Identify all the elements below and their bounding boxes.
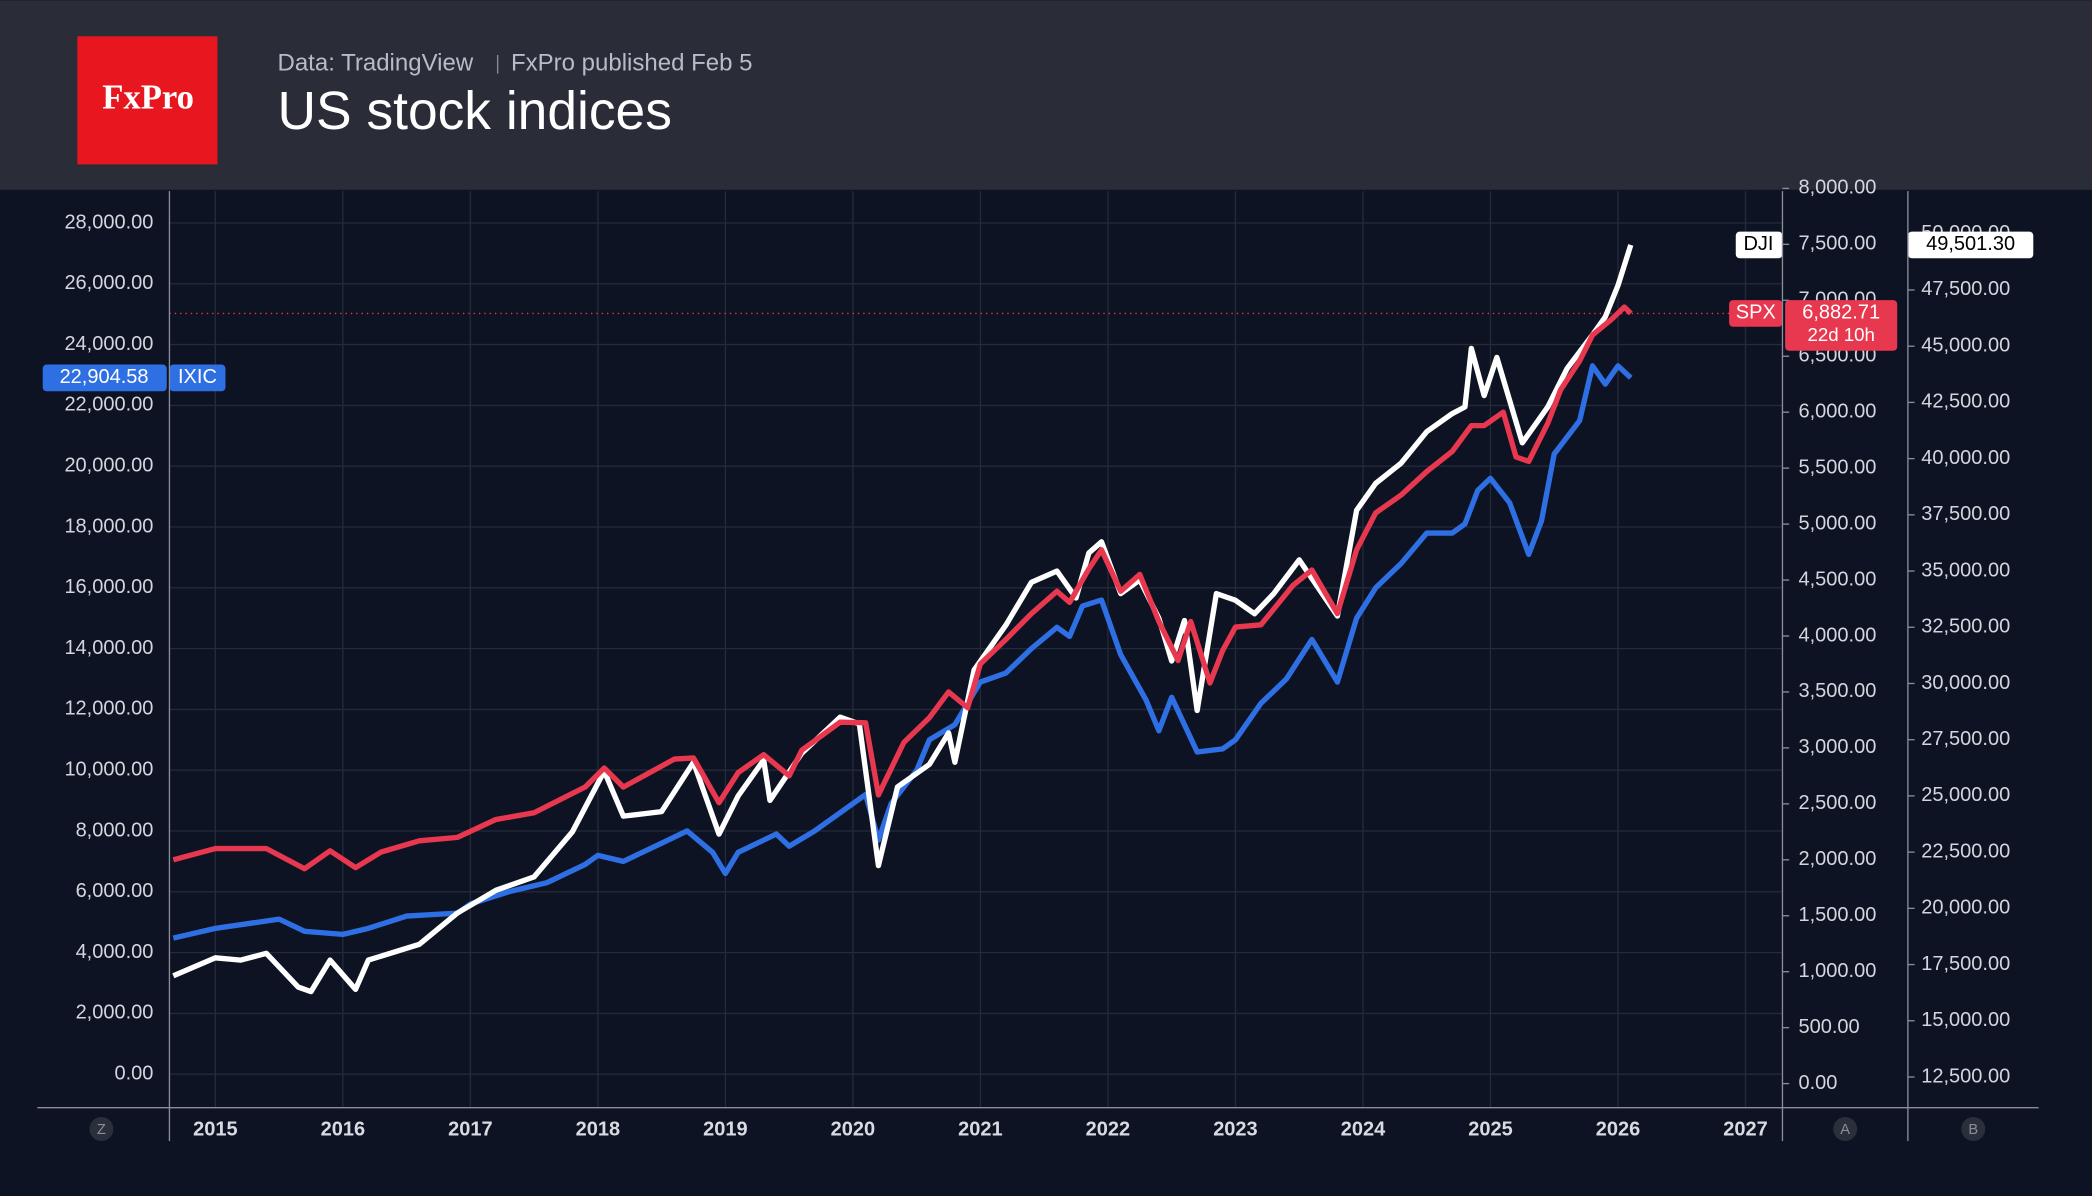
series-name-box [1735,231,1783,259]
y-tick-label: 12,000.00 [64,698,153,720]
x-tick-label: 2018 [576,1119,621,1141]
y2-tick-label: 2,500.00 [1798,792,1876,814]
header [0,0,2092,190]
last-value: 6,882.71 [1802,302,1880,324]
y2-tick-label: 0.00 [1798,1072,1837,1094]
logo [77,36,218,165]
y2-tick-label: 1,000.00 [1798,960,1876,982]
y2-tick-label: 3,000.00 [1798,736,1876,758]
y-tick-label: 18,000.00 [64,515,153,537]
series-line [172,363,1633,941]
source: Data: TradingView [278,50,474,77]
lines [172,244,1634,995]
series-name: SPX [1736,302,1776,324]
y2-tick-label: 5,000.00 [1798,512,1876,534]
y3-tick-label: 40,000.00 [1921,447,2010,469]
last-value: 22,904.58 [60,366,149,388]
x-tick-label: 2019 [703,1119,747,1141]
y3-tick-label: 17,500.00 [1921,953,2010,975]
y-tick-label: 0.00 [114,1062,153,1084]
y-tick-label: 20,000.00 [64,454,153,476]
y3-tick-label: 22,500.00 [1921,840,2010,862]
x-tick-label: 2025 [1468,1119,1513,1141]
last-value-box [1785,300,1898,351]
x-tick-label: 2016 [321,1119,366,1141]
axis-name: Z [97,1122,106,1138]
x-tick-label: 2017 [448,1119,493,1141]
y-tick-label: 28,000.00 [64,211,153,233]
labels: 0.00 2,000.00 4,000.00 6,000.00 8,000.00 10,0… [42,177,2034,1142]
series-name-box [1729,300,1783,327]
y-tick-label: 16,000.00 [64,576,153,598]
y3-tick-label: 45,000.00 [1921,334,2010,356]
y2-tick-label: 5,500.00 [1798,456,1876,478]
last-value-box [1907,231,2034,259]
x-tick-label: 2015 [193,1119,238,1141]
series-line [172,304,1633,872]
y-tick-label: 4,000.00 [76,941,154,963]
x-tick-label: 2021 [958,1119,1003,1141]
y2-tick-label: 4,500.00 [1798,568,1876,590]
y-tick-label: 14,000.00 [64,637,153,659]
x-tick-label: 2024 [1341,1119,1386,1141]
chart-title: US stock indices [278,82,672,141]
y3-tick-label: 27,500.00 [1921,728,2010,750]
y2-tick-label: 2,000.00 [1798,848,1876,870]
axis-name: A [1840,1122,1850,1138]
axis-badge [89,1116,114,1142]
y3-tick-label: 25,000.00 [1921,784,2010,806]
axis-badge [1961,1116,1986,1142]
y2-tick-label: 500.00 [1798,1016,1859,1038]
y3-tick-label: 47,500.00 [1921,278,2010,300]
y2-tick-label: 1,500.00 [1798,904,1876,926]
countdown: 22d 10h [1807,324,1874,345]
x-tick-label: 2026 [1596,1119,1641,1141]
last-value-box [42,364,167,392]
y-tick-label: 2,000.00 [76,1002,154,1024]
y3-tick-label: 35,000.00 [1921,559,2010,581]
y3-tick-label: 37,500.00 [1921,503,2010,525]
published: FxPro published Feb 5 [511,50,752,77]
y3-tick-label: 20,000.00 [1921,897,2010,919]
y2-tick-label: 8,000.00 [1798,177,1876,199]
series-name: DJI [1743,233,1773,255]
x-tick-label: 2022 [1086,1119,1131,1141]
y2-tick-label: 6,000.00 [1798,400,1876,422]
y3-tick-label: 30,000.00 [1921,672,2010,694]
y-tick-label: 8,000.00 [76,819,154,841]
y2-tick-label: 7,500.00 [1798,233,1876,255]
y-tick-label: 22,000.00 [64,394,153,416]
y3-tick-label: 32,500.00 [1921,616,2010,638]
logo-text: FxPro [102,77,194,116]
series-name-box [169,364,226,392]
y-tick-label: 24,000.00 [64,333,153,355]
y-tick-label: 26,000.00 [64,272,153,294]
y2-tick-label: 3,500.00 [1798,680,1876,702]
y3-tick-label: 15,000.00 [1921,1009,2010,1031]
y3-tick-label: 42,500.00 [1921,391,2010,413]
x-tick-label: 2020 [831,1119,876,1141]
y3-tick-label: 12,500.00 [1921,1065,2010,1087]
axis-name: B [1968,1122,1978,1138]
series-name: IXIC [178,366,217,388]
last-value: 49,501.30 [1926,233,2015,255]
y2-tick-label: 4,000.00 [1798,624,1876,646]
y-tick-label: 6,000.00 [76,880,154,902]
x-tick-label: 2027 [1723,1119,1768,1141]
x-tick-label: 2023 [1213,1119,1258,1141]
series-line [172,244,1634,995]
axis-badge [1833,1116,1858,1142]
y-tick-label: 10,000.00 [64,758,153,780]
